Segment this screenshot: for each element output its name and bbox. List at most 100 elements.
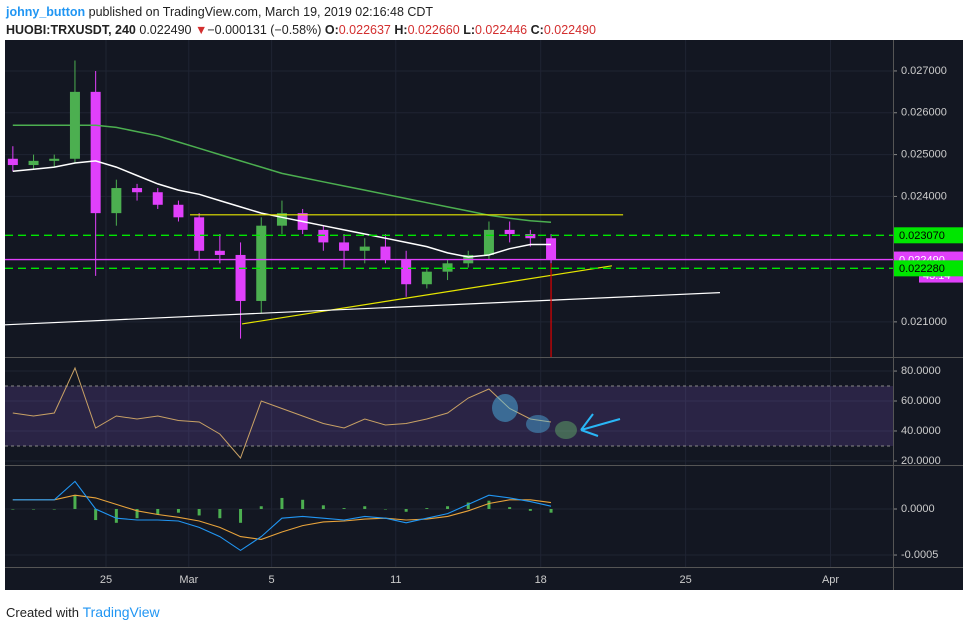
histogram-bar — [239, 508, 243, 523]
candle-body — [7, 158, 18, 166]
candle-body — [152, 192, 163, 205]
histogram-bar — [259, 506, 263, 509]
o-label: O: — [324, 23, 339, 37]
symbol-line: HUOBI:TRXUSDT, 240 0.022490 ▼−0.000131 (… — [6, 21, 596, 39]
histogram-bar — [508, 507, 512, 509]
h-value: 0.022660 — [407, 23, 460, 37]
histogram-bar — [466, 502, 470, 509]
y-tick-label: 20.0000 — [901, 455, 941, 467]
candle-body — [111, 188, 122, 214]
candle-body — [421, 271, 432, 285]
y-tick-label: 0.025000 — [901, 148, 947, 160]
histogram-bar — [218, 508, 222, 519]
last: 0.022490 — [139, 23, 192, 37]
trendline — [4, 291, 720, 326]
candle-body — [546, 238, 557, 260]
level-label: 0.023070 — [899, 230, 945, 242]
histogram-bar — [342, 508, 346, 509]
series-line — [12, 494, 552, 540]
series-line — [12, 124, 552, 224]
y-tick-label: 0.027000 — [901, 65, 947, 77]
y-tick-label: 0.021000 — [901, 316, 947, 328]
histogram-bar — [383, 508, 387, 510]
histogram-bar — [363, 506, 367, 509]
candle-body — [442, 263, 453, 272]
histogram-bar — [52, 508, 56, 510]
candle-body — [194, 217, 205, 251]
level-badge — [894, 260, 963, 277]
histogram-bar — [156, 508, 160, 515]
candle-body — [90, 91, 101, 214]
x-tick-label: 11 — [390, 574, 401, 586]
candle-body — [504, 229, 515, 235]
y-tick-label: 60.0000 — [901, 395, 941, 407]
histogram-bar — [73, 495, 77, 509]
histogram-bar — [11, 508, 15, 510]
l-label: L: — [463, 23, 475, 37]
series-line — [12, 480, 552, 552]
histogram-bar — [301, 499, 305, 509]
series-line — [12, 160, 551, 258]
h-label: H: — [394, 23, 408, 37]
author[interactable]: johny_button — [6, 5, 86, 19]
candle-body — [173, 204, 184, 218]
header: johny_button published on TradingView.co… — [6, 3, 596, 39]
histogram-bar — [94, 508, 98, 521]
change: −0.000131 (−0.58%) — [207, 23, 322, 37]
x-tick-label: 18 — [535, 574, 547, 586]
level-label: 0.022280 — [899, 263, 945, 275]
histogram-bar — [197, 508, 201, 516]
c-label: C: — [530, 23, 544, 37]
candle-body — [483, 229, 494, 255]
series-line — [12, 366, 552, 459]
arrow — [580, 413, 621, 437]
chart-layer: 25 Mar 5 11 18 25 Apr 0.027000 0.026000 0.025000 0… — [4, 40, 963, 586]
o-value: 0.022637 — [338, 23, 391, 37]
histogram-bar — [425, 508, 429, 509]
rsi-band — [5, 386, 893, 446]
y-tick-label: 80.0000 — [901, 365, 941, 377]
y-tick-label: 40.0000 — [901, 425, 941, 437]
y-tick-label: 0.024000 — [901, 190, 947, 202]
published: published on TradingView.com, March 19, … — [88, 5, 434, 19]
candle-body — [49, 158, 60, 161]
y-tick-label: -0.0005 — [901, 549, 938, 561]
y-tick-label: 0.026000 — [901, 107, 947, 119]
rsi-annotations — [492, 394, 621, 439]
candle-body — [401, 259, 412, 285]
candle-body — [132, 188, 143, 193]
histogram-bar — [404, 508, 408, 512]
symbol: HUOBI:TRXUSDT, 240 — [6, 23, 136, 37]
histogram-bar — [487, 500, 491, 509]
histogram-bar — [446, 506, 450, 509]
level-badge — [894, 227, 963, 244]
footer-text: Created with — [6, 605, 79, 620]
candle-body — [214, 250, 225, 255]
candle-body — [256, 225, 267, 301]
candle-body — [235, 254, 246, 301]
chart-background — [5, 40, 963, 590]
brand[interactable]: TradingView — [82, 604, 160, 620]
trendline — [241, 265, 613, 325]
histogram-bar — [176, 508, 180, 513]
arrow: ▼ — [195, 23, 208, 37]
candle-body — [339, 242, 350, 251]
histogram-bar — [114, 508, 118, 523]
footer: Created with TradingView — [6, 604, 160, 620]
x-tick-label: 25 — [100, 574, 112, 586]
candle-body — [380, 246, 391, 260]
x-tick-label: 5 — [269, 574, 275, 586]
candle-body — [28, 160, 39, 166]
histogram-bar — [135, 508, 139, 519]
l-value: 0.022446 — [475, 23, 528, 37]
x-tick-label: 25 — [679, 574, 691, 586]
histogram-bar — [549, 508, 553, 513]
c-value: 0.022490 — [543, 23, 596, 37]
histogram-bar — [528, 508, 532, 511]
highlight — [526, 415, 550, 433]
highlight — [492, 394, 518, 422]
candle-body — [318, 229, 329, 243]
histogram-bar — [321, 505, 325, 509]
